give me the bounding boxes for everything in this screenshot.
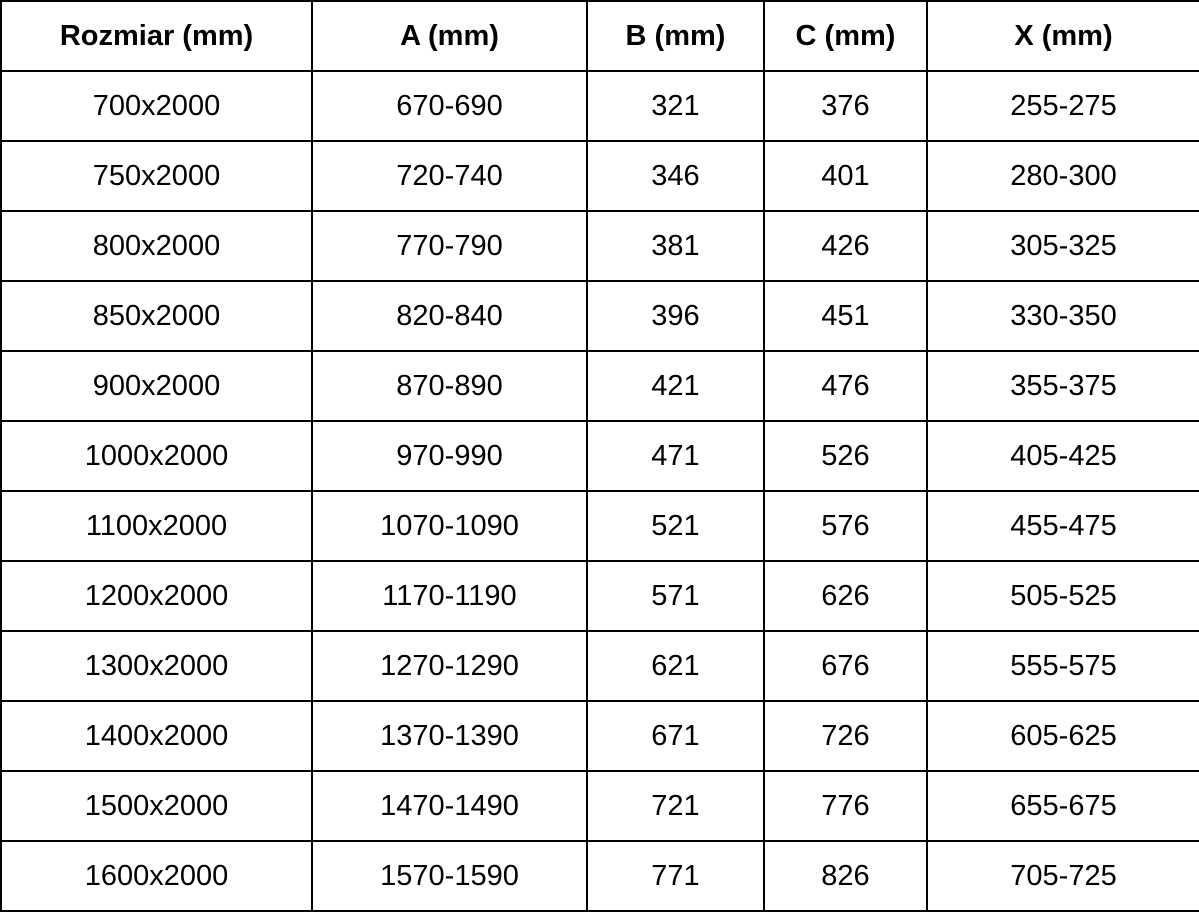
column-header: B (mm) xyxy=(586,0,765,72)
table-cell: 1170-1190 xyxy=(311,560,588,632)
table-cell: 476 xyxy=(763,350,928,422)
table-body: 700x2000 670-690 321 376 255-275 750x2000 720-… xyxy=(0,70,1199,912)
table-cell: 1500x2000 xyxy=(0,770,313,842)
column-header: Rozmiar (mm) xyxy=(0,0,313,72)
table-cell: 280-300 xyxy=(926,140,1199,212)
table-cell: 726 xyxy=(763,700,928,772)
table-row: 850x2000 820-840 396 451 330-350 xyxy=(0,280,1199,352)
table-cell: 1600x2000 xyxy=(0,840,313,912)
table-cell: 720-740 xyxy=(311,140,588,212)
table-cell: 621 xyxy=(586,630,765,702)
table-cell: 381 xyxy=(586,210,765,282)
table-cell: 355-375 xyxy=(926,350,1199,422)
table-row: 1000x2000 970-990 471 526 405-425 xyxy=(0,420,1199,492)
table-cell: 455-475 xyxy=(926,490,1199,562)
table-cell: 655-675 xyxy=(926,770,1199,842)
table-cell: 505-525 xyxy=(926,560,1199,632)
table-row: 1100x2000 1070-1090 521 576 455-475 xyxy=(0,490,1199,562)
table-cell: 820-840 xyxy=(311,280,588,352)
table-cell: 521 xyxy=(586,490,765,562)
table-cell: 670-690 xyxy=(311,70,588,142)
table-cell: 330-350 xyxy=(926,280,1199,352)
table-cell: 700x2000 xyxy=(0,70,313,142)
table-cell: 1470-1490 xyxy=(311,770,588,842)
table-cell: 571 xyxy=(586,560,765,632)
table-cell: 576 xyxy=(763,490,928,562)
table-cell: 1200x2000 xyxy=(0,560,313,632)
table-cell: 671 xyxy=(586,700,765,772)
table-cell: 750x2000 xyxy=(0,140,313,212)
table-cell: 970-990 xyxy=(311,420,588,492)
table-row: 900x2000 870-890 421 476 355-375 xyxy=(0,350,1199,422)
table-cell: 626 xyxy=(763,560,928,632)
table-cell: 705-725 xyxy=(926,840,1199,912)
table-cell: 401 xyxy=(763,140,928,212)
table-cell: 870-890 xyxy=(311,350,588,422)
table-cell: 396 xyxy=(586,280,765,352)
table-cell: 776 xyxy=(763,770,928,842)
table-cell: 426 xyxy=(763,210,928,282)
table-cell: 1400x2000 xyxy=(0,700,313,772)
column-header: A (mm) xyxy=(311,0,588,72)
table-cell: 421 xyxy=(586,350,765,422)
table-cell: 605-625 xyxy=(926,700,1199,772)
table-row: 750x2000 720-740 346 401 280-300 xyxy=(0,140,1199,212)
header-row: Rozmiar (mm) A (mm) B (mm) C (mm) X (mm) xyxy=(0,0,1199,72)
table-cell: 770-790 xyxy=(311,210,588,282)
table-row: 1400x2000 1370-1390 671 726 605-625 xyxy=(0,700,1199,772)
table-cell: 721 xyxy=(586,770,765,842)
table-cell: 405-425 xyxy=(926,420,1199,492)
table-row: 1200x2000 1170-1190 571 626 505-525 xyxy=(0,560,1199,632)
table-cell: 1000x2000 xyxy=(0,420,313,492)
table-cell: 376 xyxy=(763,70,928,142)
table-cell: 1570-1590 xyxy=(311,840,588,912)
table-cell: 305-325 xyxy=(926,210,1199,282)
column-header: C (mm) xyxy=(763,0,928,72)
table-cell: 255-275 xyxy=(926,70,1199,142)
table-cell: 1370-1390 xyxy=(311,700,588,772)
table-cell: 346 xyxy=(586,140,765,212)
table-cell: 1300x2000 xyxy=(0,630,313,702)
table-cell: 900x2000 xyxy=(0,350,313,422)
table-cell: 555-575 xyxy=(926,630,1199,702)
table-row: 1500x2000 1470-1490 721 776 655-675 xyxy=(0,770,1199,842)
table-cell: 1100x2000 xyxy=(0,490,313,562)
table-cell: 771 xyxy=(586,840,765,912)
table-cell: 1070-1090 xyxy=(311,490,588,562)
table-cell: 676 xyxy=(763,630,928,702)
table-row: 1600x2000 1570-1590 771 826 705-725 xyxy=(0,840,1199,912)
table-cell: 800x2000 xyxy=(0,210,313,282)
table-cell: 850x2000 xyxy=(0,280,313,352)
table-cell: 471 xyxy=(586,420,765,492)
table-row: 700x2000 670-690 321 376 255-275 xyxy=(0,70,1199,142)
table-cell: 321 xyxy=(586,70,765,142)
table-row: 1300x2000 1270-1290 621 676 555-575 xyxy=(0,630,1199,702)
table-cell: 451 xyxy=(763,280,928,352)
column-header: X (mm) xyxy=(926,0,1199,72)
table-cell: 526 xyxy=(763,420,928,492)
table-cell: 1270-1290 xyxy=(311,630,588,702)
table-cell: 826 xyxy=(763,840,928,912)
table-row: 800x2000 770-790 381 426 305-325 xyxy=(0,210,1199,282)
